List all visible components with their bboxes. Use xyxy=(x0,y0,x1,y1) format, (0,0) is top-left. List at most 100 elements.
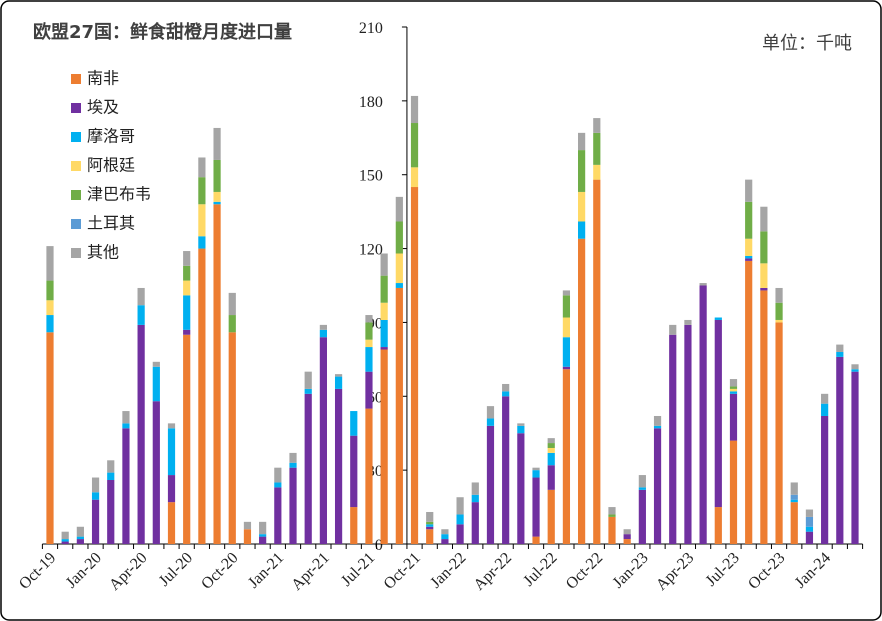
bar-segment xyxy=(745,238,753,256)
bar-segment xyxy=(274,467,282,483)
bar-segment xyxy=(289,452,297,463)
bar-segment xyxy=(638,489,646,544)
bar-segment xyxy=(836,344,844,352)
bar-segment xyxy=(729,386,738,389)
bar-segment xyxy=(410,123,419,168)
bar-segment xyxy=(699,285,707,544)
legend-swatch xyxy=(71,219,81,229)
bar-segment xyxy=(562,295,571,318)
bar-segment xyxy=(729,391,738,394)
bar-segment xyxy=(562,337,571,367)
bar-segment xyxy=(304,371,312,389)
bar-segment xyxy=(46,246,54,281)
bar-segment xyxy=(623,539,631,544)
bar-segment xyxy=(532,467,540,471)
legend-swatch xyxy=(71,103,81,113)
bar-segment xyxy=(334,388,343,544)
bar-segment xyxy=(851,364,859,370)
bar-segment xyxy=(684,319,692,325)
bar-segment xyxy=(517,425,525,434)
bar-segment xyxy=(274,482,282,488)
bar-segment xyxy=(319,324,327,330)
bar-segment xyxy=(760,263,768,288)
bar-segment xyxy=(76,536,84,540)
bar-segment xyxy=(274,487,282,544)
bar-segment xyxy=(456,497,464,515)
y-tick-label: 120 xyxy=(359,242,383,259)
bar-segment xyxy=(365,371,373,409)
legend-label: 土耳其 xyxy=(87,214,135,233)
bar-segment xyxy=(669,334,677,544)
bar-segment xyxy=(441,539,449,544)
bar-segment xyxy=(46,280,54,301)
bar-segment xyxy=(729,388,738,392)
y-tick-label: 210 xyxy=(359,20,383,37)
bar-segment xyxy=(578,132,586,151)
bar-segment xyxy=(395,283,403,288)
bar-segment xyxy=(821,415,829,544)
legend-label: 津巴布韦 xyxy=(87,185,151,204)
chart-title: 欧盟27国：鲜食甜橙月度进口量 xyxy=(33,21,292,43)
bar-segment xyxy=(790,502,798,544)
bar-segment xyxy=(350,507,358,544)
bar-segment xyxy=(729,379,738,387)
bar-segment xyxy=(669,324,677,335)
bar-segment xyxy=(183,251,191,266)
bar-segment xyxy=(653,428,662,544)
bar-segment xyxy=(259,521,267,535)
bar-segment xyxy=(562,290,571,296)
bar-segment xyxy=(213,201,221,205)
bar-segment xyxy=(426,524,434,527)
bar-segment xyxy=(578,238,586,544)
bar-segment xyxy=(380,319,388,348)
bar-segment xyxy=(304,388,312,394)
bar-segment xyxy=(198,177,206,205)
bar-segment xyxy=(61,531,69,540)
bar-segment xyxy=(790,499,798,503)
bar-segment xyxy=(61,541,69,544)
bar-segment xyxy=(167,475,176,503)
bar-segment xyxy=(745,258,753,261)
bar-segment xyxy=(638,487,646,490)
bar-segment xyxy=(441,529,449,535)
bar-segment xyxy=(502,396,510,544)
bar-segment xyxy=(623,534,631,540)
bar-segment xyxy=(486,425,495,544)
bar-segment xyxy=(334,376,343,389)
bar-segment xyxy=(699,283,707,286)
bar-segment xyxy=(653,415,662,426)
bar-segment xyxy=(502,391,510,397)
bar-segment xyxy=(547,489,555,544)
bar-segment xyxy=(198,248,206,545)
bar-segment xyxy=(91,492,100,500)
bar-segment xyxy=(608,507,616,515)
bar-segment xyxy=(593,132,601,165)
bar-segment xyxy=(334,374,343,377)
bar-segment xyxy=(76,539,84,544)
bar-segment xyxy=(471,494,479,503)
bar-segment xyxy=(426,526,434,530)
bar-segment xyxy=(790,482,798,495)
bar-segment xyxy=(183,329,191,335)
legend-label: 摩洛哥 xyxy=(87,127,135,146)
bar-segment xyxy=(289,467,297,544)
legend-swatch xyxy=(71,132,81,142)
bar-segment xyxy=(350,435,358,508)
bar-segment xyxy=(152,366,160,402)
bar-segment xyxy=(729,393,738,441)
bar-segment xyxy=(152,401,160,544)
bar-segment xyxy=(46,315,54,333)
legend-label: 埃及 xyxy=(87,98,119,117)
bar-segment xyxy=(213,191,221,202)
bar-segment xyxy=(821,403,829,416)
bar-segment xyxy=(410,167,419,188)
bar-segment xyxy=(107,460,115,473)
bar-segment xyxy=(805,531,814,544)
bar-segment xyxy=(304,393,312,544)
y-tick-label: 180 xyxy=(359,94,383,111)
bar-segment xyxy=(198,204,206,237)
bar-segment xyxy=(137,324,145,544)
bar-segment xyxy=(365,408,373,544)
bar-segment xyxy=(836,351,844,357)
